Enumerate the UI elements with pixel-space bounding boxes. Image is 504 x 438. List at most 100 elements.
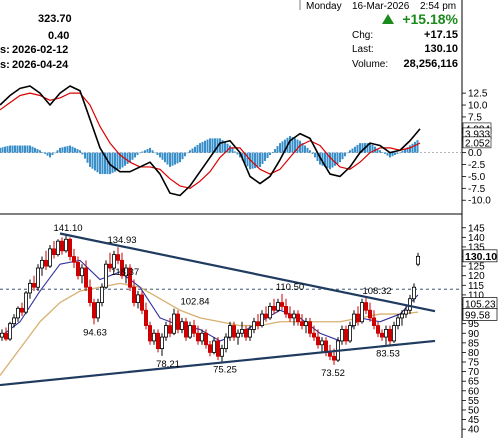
candle bbox=[383, 325, 388, 345]
histogram-bar bbox=[26, 145, 29, 153]
volume-value: 28,256,116 bbox=[404, 58, 458, 70]
candle bbox=[227, 321, 232, 341]
price-value-tag-label: 105.23 bbox=[465, 300, 496, 311]
histogram-bar bbox=[394, 152, 396, 156]
histogram-bar bbox=[269, 152, 271, 156]
histogram-bar bbox=[229, 145, 231, 153]
histogram-bar bbox=[314, 152, 316, 158]
histogram-bar bbox=[114, 152, 116, 172]
histogram-bar bbox=[296, 139, 299, 153]
histogram-bar bbox=[294, 138, 296, 153]
histogram-bar bbox=[271, 152, 274, 153]
price-annotation: 141.10 bbox=[53, 223, 82, 234]
candle bbox=[243, 325, 248, 341]
histogram-bar bbox=[241, 152, 244, 161]
price-annotation: 94.63 bbox=[83, 327, 107, 338]
candle bbox=[4, 327, 9, 341]
histogram-bar bbox=[191, 148, 194, 153]
histogram-bar bbox=[164, 152, 166, 163]
histogram-bar bbox=[201, 141, 204, 153]
price-annotation: 118.37 bbox=[111, 267, 139, 278]
candle bbox=[199, 329, 204, 345]
histogram-bar bbox=[251, 152, 254, 169]
indicator-value-tag-label: 2.052 bbox=[465, 138, 490, 149]
candle bbox=[7, 321, 12, 341]
candle bbox=[283, 298, 288, 318]
price-tick-label: 120 bbox=[468, 271, 485, 282]
indicator-tick-label: 10.0 bbox=[468, 101, 488, 112]
histogram-bar bbox=[214, 138, 216, 153]
histogram-bar bbox=[151, 150, 154, 153]
price-tick-label: 60 bbox=[468, 386, 480, 397]
candle bbox=[40, 256, 45, 276]
price-tick-label: 125 bbox=[468, 262, 485, 273]
candle bbox=[120, 252, 125, 279]
histogram-bar bbox=[199, 143, 201, 153]
candle bbox=[64, 235, 69, 253]
candle bbox=[267, 302, 272, 320]
histogram-bar bbox=[84, 152, 86, 159]
candle bbox=[171, 308, 176, 336]
candle bbox=[219, 344, 224, 362]
candle bbox=[231, 321, 236, 341]
histogram-bar bbox=[154, 152, 156, 154]
histogram-bar bbox=[76, 149, 79, 153]
candle bbox=[347, 321, 352, 343]
price-tick-label: 80 bbox=[468, 348, 480, 359]
histogram-bar bbox=[401, 150, 404, 153]
candle bbox=[147, 321, 152, 345]
histogram-bar bbox=[366, 143, 369, 153]
histogram-bar bbox=[306, 147, 309, 153]
histogram-bar bbox=[11, 145, 14, 153]
histogram-bar bbox=[391, 152, 394, 157]
candle bbox=[279, 293, 284, 311]
candle bbox=[143, 302, 148, 330]
chg-label: Chg: bbox=[352, 30, 373, 41]
candle bbox=[303, 317, 308, 334]
candle bbox=[19, 302, 24, 316]
candle bbox=[151, 329, 156, 345]
histogram-bar bbox=[239, 152, 241, 158]
candle bbox=[155, 329, 160, 353]
histogram-bar bbox=[384, 152, 386, 154]
indicator-tick-label: -5.0 bbox=[468, 172, 486, 183]
histogram-bar bbox=[264, 152, 266, 161]
candle bbox=[367, 302, 372, 322]
candle bbox=[407, 294, 412, 315]
candle bbox=[80, 264, 85, 284]
price-annotation: 78.21 bbox=[156, 359, 180, 370]
histogram-bar bbox=[309, 150, 311, 153]
histogram-bar bbox=[34, 147, 36, 153]
candle bbox=[203, 329, 208, 349]
candle bbox=[68, 237, 73, 261]
candle bbox=[403, 306, 408, 318]
price-tick-label: 50 bbox=[468, 405, 480, 416]
price-tick-label: 95 bbox=[468, 319, 480, 330]
candle bbox=[0, 329, 4, 341]
histogram-bar bbox=[259, 152, 261, 167]
histogram-bar bbox=[6, 146, 9, 153]
histogram-bar bbox=[179, 152, 181, 163]
price-tick-label: 115 bbox=[468, 281, 484, 292]
last-label: Last: bbox=[352, 44, 374, 55]
candle bbox=[44, 250, 49, 270]
candle bbox=[135, 291, 140, 309]
price-tick-label: 40 bbox=[468, 425, 480, 436]
candle bbox=[291, 310, 296, 326]
histogram-bar bbox=[386, 152, 389, 156]
price-annotation: 83.53 bbox=[376, 349, 400, 360]
indicator-value-tag-label: 3.933 bbox=[465, 129, 490, 140]
histogram-bar bbox=[231, 148, 234, 153]
histogram-bar bbox=[126, 152, 129, 164]
candle bbox=[116, 247, 121, 265]
histogram-bar bbox=[159, 152, 161, 158]
candle bbox=[315, 329, 320, 349]
price-tick-label: 140 bbox=[468, 233, 485, 244]
candle bbox=[235, 329, 240, 345]
candle bbox=[92, 298, 97, 325]
histogram-bar bbox=[341, 152, 344, 160]
indicator-value-tag: 2.052 bbox=[462, 136, 492, 149]
histogram-bar bbox=[219, 138, 221, 153]
histogram-bar bbox=[139, 152, 141, 154]
histogram-bar bbox=[144, 150, 146, 153]
